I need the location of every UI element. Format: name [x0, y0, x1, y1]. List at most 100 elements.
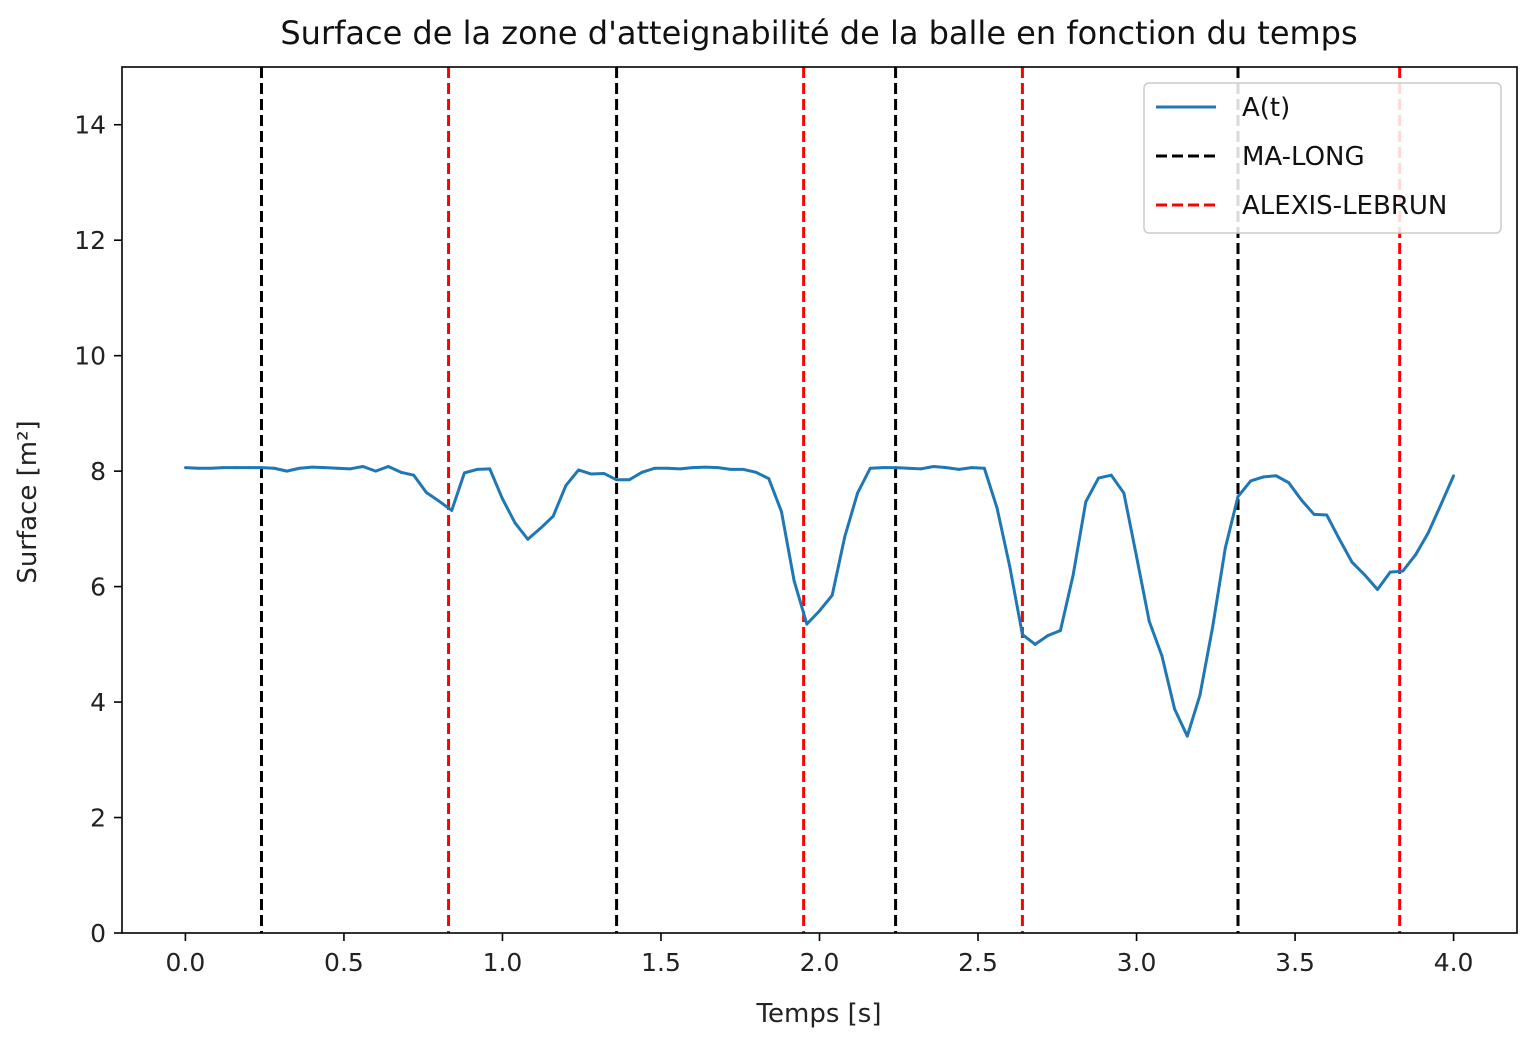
data-point-84	[1249, 479, 1253, 483]
x-tick-label-8: 4.0	[1434, 948, 1474, 977]
data-point-20	[437, 499, 441, 503]
data-point-73	[1109, 473, 1113, 477]
y-tick-label-3: 6	[90, 573, 106, 602]
data-point-97	[1414, 553, 1417, 557]
data-point-31	[577, 468, 580, 472]
data-point-72	[1097, 476, 1100, 480]
data-point-2	[209, 466, 213, 470]
data-point-83	[1236, 495, 1240, 498]
data-point-80	[1198, 693, 1202, 697]
data-point-82	[1223, 546, 1227, 550]
data-point-12	[336, 466, 339, 470]
data-point-49	[805, 622, 809, 626]
data-point-69	[1059, 629, 1062, 632]
y-axis-label: Surface [m²]	[13, 420, 43, 583]
y-tick-label-6: 12	[74, 226, 106, 255]
data-point-47	[780, 510, 783, 513]
data-point-50	[818, 609, 821, 613]
data-point-65	[1008, 564, 1012, 568]
data-point-16	[386, 465, 390, 468]
data-point-60	[944, 466, 948, 470]
x-tick-label-2: 1.0	[483, 948, 523, 977]
data-point-54	[868, 466, 872, 470]
data-point-68	[1046, 634, 1050, 638]
data-point-32	[589, 472, 593, 476]
data-point-41	[703, 465, 707, 469]
data-point-29	[551, 514, 555, 518]
data-point-99	[1439, 503, 1443, 507]
legend-label-0: A(t)	[1242, 93, 1290, 123]
x-tick-label-1: 0.5	[324, 948, 364, 977]
data-point-11	[323, 466, 327, 470]
data-point-15	[374, 469, 378, 473]
data-point-34	[615, 478, 618, 482]
data-point-74	[1122, 491, 1126, 495]
y-tick-label-1: 2	[90, 804, 106, 833]
axes: 0.0 0.5 1.0 1.5 2.0 2.5 3.0 3.5 4.0 0 2 4 6 8 10 12 14	[74, 66, 1518, 977]
data-point-79	[1185, 734, 1189, 738]
data-point-21	[450, 508, 454, 512]
data-point-90	[1325, 513, 1329, 517]
data-point-87	[1287, 481, 1291, 485]
data-point-17	[399, 470, 403, 474]
data-point-62	[970, 466, 974, 470]
data-point-35	[627, 478, 631, 482]
y-tick-label-4: 8	[90, 457, 106, 486]
data-point-86	[1274, 474, 1278, 478]
data-point-57	[906, 466, 910, 470]
data-point-24	[488, 467, 492, 471]
data-point-1	[196, 466, 200, 470]
data-point-5	[247, 466, 251, 470]
x-tick-label-0: 0.0	[166, 948, 206, 977]
data-point-53	[856, 491, 859, 495]
data-point-28	[539, 526, 542, 530]
data-point-93	[1363, 573, 1367, 577]
data-point-42	[716, 466, 720, 470]
series-line-a-t	[185, 465, 1455, 738]
data-point-19	[424, 491, 428, 494]
data-point-13	[348, 467, 352, 471]
data-point-30	[564, 484, 568, 487]
data-point-55	[881, 466, 885, 470]
data-point-63	[982, 466, 986, 470]
data-point-66	[1021, 633, 1024, 636]
data-point-67	[1033, 642, 1037, 646]
data-point-14	[361, 465, 365, 468]
data-point-70	[1071, 573, 1075, 577]
legend: A(t) MA-LONG ALEXIS-LEBRUN	[1143, 82, 1502, 234]
data-point-37	[653, 466, 657, 470]
chart-title-group: Surface de la zone d'atteignabilité de l…	[280, 14, 1357, 52]
data-point-91	[1338, 537, 1341, 541]
data-point-18	[412, 473, 416, 477]
data-point-77	[1160, 654, 1164, 658]
data-point-95	[1388, 570, 1392, 574]
data-point-92	[1350, 560, 1354, 564]
x-tick-label-7: 3.5	[1275, 948, 1315, 977]
data-point-61	[957, 468, 961, 471]
data-point-51	[830, 593, 834, 597]
data-point-26	[513, 521, 517, 525]
y-tick-label-7: 14	[74, 111, 106, 140]
x-tick-label-4: 2.0	[800, 948, 840, 977]
data-point-58	[919, 467, 923, 471]
data-point-40	[691, 466, 695, 470]
data-point-8	[285, 469, 289, 473]
legend-label-1: MA-LONG	[1242, 142, 1365, 172]
plot-area	[184, 67, 1455, 933]
data-point-38	[665, 466, 669, 470]
data-point-44	[742, 468, 745, 471]
data-point-85	[1261, 475, 1265, 479]
legend-label-2: ALEXIS-LEBRUN	[1242, 191, 1447, 221]
x-tick-label-5: 2.5	[958, 948, 998, 977]
data-point-45	[754, 470, 758, 474]
data-point-25	[501, 497, 504, 501]
data-point-59	[932, 465, 936, 468]
data-point-9	[298, 466, 301, 470]
data-point-33	[602, 472, 606, 475]
y-tick-label-2: 4	[90, 688, 106, 717]
data-point-7	[272, 466, 276, 470]
data-point-88	[1300, 498, 1303, 502]
data-point-56	[894, 466, 897, 470]
data-point-71	[1084, 500, 1088, 504]
